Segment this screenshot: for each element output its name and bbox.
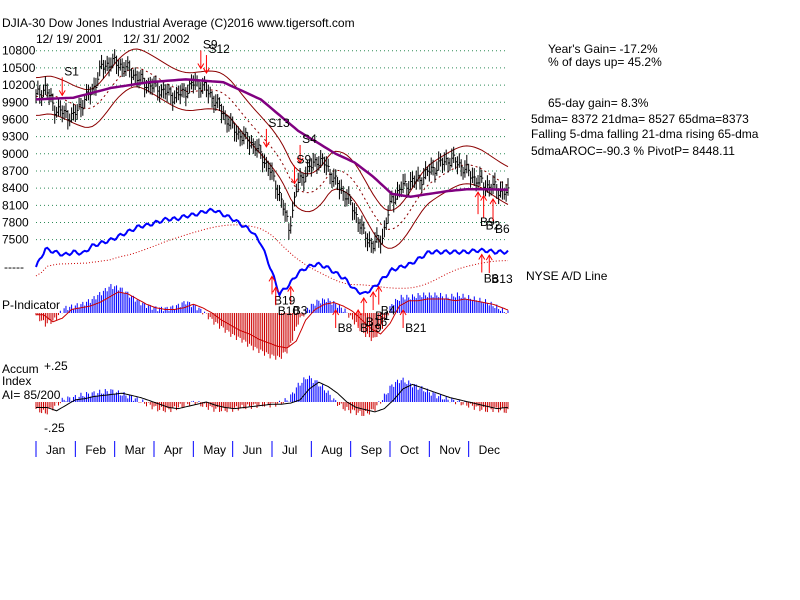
month-label: Feb [85,443,106,457]
trend-description: Falling 5-dma falling 21-dma rising 65-d… [531,127,759,141]
ma65-line [35,78,509,198]
ma65-path [35,78,509,198]
signal-label: B3 [293,304,308,318]
signal-label: B6 [495,222,510,236]
month-label: Nov [439,443,460,457]
signal-arrowhead [58,90,66,97]
y-tick-label: 9900 [2,95,29,109]
aroc-pivot: 5dmaAROC=-90.3 % PivotP= 8448.11 [531,144,735,158]
signal-arrowhead [268,275,276,282]
chart-title: DJIA-30 Dow Jones Industrial Average (C)… [2,16,355,30]
signal-arrowhead [369,291,377,298]
start-date: 12/ 19/ 2001 [36,32,103,46]
signal-arrowhead [296,157,304,164]
p-indicator-ma [36,291,509,349]
month-label: Apr [164,443,183,457]
ad-line [35,207,509,298]
signal-arrowhead [197,63,205,70]
p-indicator-label: P-Indicator [2,298,60,312]
signal-label: B4 [381,304,396,318]
signal-label: B1 [375,309,390,323]
p-indicator-histogram [35,284,509,360]
signal-label: S1 [64,64,79,78]
y-tick-label: 7500 [2,233,29,247]
signal-label: B19 [360,321,382,335]
signal-arrowhead [399,309,407,316]
signal-label: S12 [208,42,230,56]
signal-arrowhead [287,285,295,292]
signal-arrowhead [474,191,482,198]
y-tick-label: 10500 [2,61,36,75]
end-date: 12/ 31/ 2002 [123,32,190,46]
signal-label: B2 [486,219,501,233]
price-axis-labels: 10800 10500 10200 9900 9600 9300 9000 8700 8400 8… [2,44,36,247]
index-label: Index [2,374,31,388]
signal-arrowhead [203,67,210,75]
signal-label: B21 [405,321,427,335]
ma-values: 5dma= 8372 21dma= 8527 65dma=8373 [531,112,749,126]
signal-label: B10 [278,304,300,318]
signal-label: B8 [338,321,353,335]
y-tick-label: 9300 [2,130,29,144]
month-label: Aug [321,443,342,457]
ma21-line [35,67,509,230]
month-label: Dec [479,443,500,457]
price-grid [36,50,508,241]
ai-label: AI= 85/200 [2,388,61,402]
y-tick-label: 8100 [2,198,29,212]
signal-arrowhead [354,309,362,316]
accum-label: Accum [2,362,39,376]
signal-arrowhead [485,254,493,261]
month-label: Mar [125,443,146,457]
accum-top-label: +.25 [44,359,68,373]
month-label: Sep [361,443,383,457]
signal-label: B6 [484,272,499,286]
y-tick-label: 7800 [2,216,29,230]
month-label: Jan [46,443,65,457]
accum-ma [36,381,509,413]
signal-label: B16 [366,315,388,329]
y-tick-label: 10800 [2,44,36,58]
signal-label: B9 [480,215,495,229]
signal-label: S13 [268,116,290,130]
signal-label: S9 [203,37,218,51]
signal-label: B19 [274,293,296,307]
accum-histogram [35,375,509,416]
signal-arrowhead [360,297,368,304]
month-axis: Jan Feb Mar Apr May Jun Jul Aug Sep Oct Nov Dec [35,441,500,457]
signal-label: B13 [491,272,513,286]
signal-arrowhead [291,178,298,185]
ad-dashes: ----- [4,260,24,274]
signal-label: S9 [296,153,311,167]
y-tick-label: 9600 [2,112,29,126]
signal-arrowhead [262,141,270,148]
y-tick-label: 9000 [2,147,29,161]
signal-arrowhead [272,286,280,293]
month-label: May [203,443,226,457]
month-label: Jun [243,443,262,457]
y-tick-label: 8700 [2,164,29,178]
signal-arrowhead [480,194,488,201]
signal-arrowhead [375,285,383,292]
signal-label: S4 [302,132,317,146]
bollinger-bands [35,48,509,249]
signal-arrowhead [489,198,497,205]
ad-line-label: NYSE A/D Line [526,269,608,283]
month-label: Oct [400,443,419,457]
y-tick-label: 10200 [2,78,36,92]
years-gain: Year's Gain= -17.2% [548,42,658,56]
ad-line-path [35,207,509,298]
gain-65day: 65-day gain= 8.3% [548,96,649,110]
month-label: Jul [282,443,297,457]
signal-arrowhead [332,309,340,316]
accum-bottom-label: -.25 [44,421,65,435]
pct-days-up: % of days up= 45.2% [548,55,662,69]
signal-arrowhead [478,253,486,260]
y-tick-label: 8400 [2,181,29,195]
